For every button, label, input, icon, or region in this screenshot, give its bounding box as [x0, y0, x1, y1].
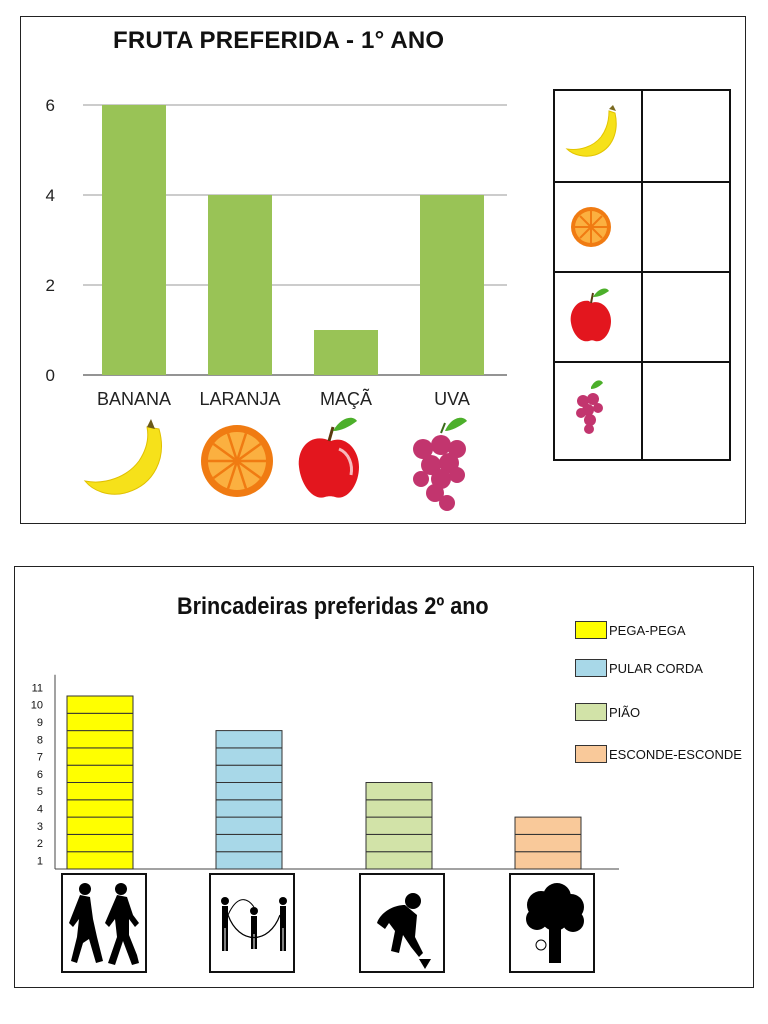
banana-icon	[83, 419, 162, 495]
games-chart-panel: Brincadeiras preferidas 2º ano 1 2 3 4 5 6 7 8 9…	[14, 566, 754, 988]
bar-segment	[66, 782, 134, 801]
y-tick-label: 0	[46, 366, 55, 385]
bar-segment	[365, 782, 433, 801]
games-chart-title: Brincadeiras preferidas 2º ano	[177, 593, 489, 620]
grapes-icon	[576, 380, 603, 434]
bar-uva	[420, 195, 484, 375]
legend-label: PEGA-PEGA	[609, 622, 686, 638]
legend-item: PULAR CORDA	[575, 659, 703, 677]
bar-maçã	[314, 330, 378, 375]
bar-segment	[66, 747, 134, 766]
tally-icon-cell-banana	[555, 91, 643, 183]
y-tick-label: 9	[37, 717, 43, 729]
y-tick-label: 6	[37, 769, 43, 781]
bar-segment	[215, 816, 283, 835]
bar-segment	[66, 730, 134, 749]
tally-count-cell-grapes	[641, 361, 729, 459]
fruit-icons-row	[83, 417, 467, 511]
y-tick-label: 2	[46, 276, 55, 295]
bar-segment	[365, 799, 433, 818]
fruit-chart-title: FRUTA PREFERIDA - 1° ANO	[113, 27, 445, 54]
legend-item: ESCONDE-ESCONDE	[575, 745, 742, 763]
legend-swatch	[575, 659, 607, 677]
y-tick-label: 5	[37, 786, 43, 798]
bar-pular corda	[215, 730, 283, 870]
x-tick-label: LARANJA	[199, 389, 280, 409]
tally-icon-cell-grapes	[555, 361, 643, 459]
bar-segment	[66, 695, 134, 714]
bar-segment	[66, 851, 134, 870]
bar-segment	[66, 764, 134, 783]
y-tick-label: 4	[46, 186, 55, 205]
bar-esconde-esconde	[514, 816, 582, 870]
bar-segment	[215, 833, 283, 853]
fruit-chart-svg: 0 2 4 6 BANANA LARANJA MAÇÃ UVA	[46, 96, 507, 511]
tally-count-cell-orange	[641, 181, 729, 273]
tally-count-cell-banana	[641, 91, 729, 183]
legend-label: PIÃO	[609, 704, 641, 720]
legend-swatch	[575, 621, 607, 639]
bar-segment	[66, 833, 134, 853]
bar-segment	[215, 799, 283, 818]
bar-segment	[66, 712, 134, 732]
grapes-icon	[413, 417, 467, 511]
orange-icon	[201, 425, 273, 497]
spinning-top-player-icon	[377, 893, 431, 969]
bar-segment	[215, 782, 283, 801]
bar-segment	[215, 851, 283, 870]
legend-item: PIÃO	[575, 703, 640, 721]
icon-box-pega-pega	[61, 873, 147, 973]
tree-icon	[526, 883, 584, 963]
apple-icon	[570, 288, 611, 342]
y-tick-label: 10	[31, 700, 43, 712]
x-tick-label: MAÇÃ	[320, 388, 372, 409]
tally-count-cell-apple	[641, 271, 729, 363]
fruit-chart-panel: FRUTA PREFERIDA - 1° ANO 0 2 4 6 BANANA LARAN…	[20, 16, 746, 524]
legend-swatch	[575, 703, 607, 721]
games-chart-svg: 1 2 3 4 5 6 7 8 9 10 11	[31, 674, 619, 870]
bar-banana	[102, 105, 166, 375]
bar-segment	[514, 816, 582, 835]
legend-item: PEGA-PEGA	[575, 621, 686, 639]
bar-laranja	[208, 195, 272, 375]
legend-label: ESCONDE-ESCONDE	[609, 746, 742, 762]
bar-segment	[66, 816, 134, 835]
running-children-icon	[69, 883, 139, 965]
x-tick-label: UVA	[434, 389, 470, 409]
icon-box-pular-corda	[209, 873, 295, 973]
y-tick-label: 8	[37, 734, 43, 746]
y-tick-label: 2	[37, 838, 43, 850]
bar-segment	[215, 764, 283, 783]
x-tick-label: BANANA	[97, 389, 171, 409]
y-tick-label: 1	[37, 855, 43, 867]
y-tick-label: 6	[46, 96, 55, 115]
bar-segment	[514, 833, 582, 853]
banana-icon	[565, 105, 617, 157]
tally-icon-cell-orange	[555, 181, 643, 273]
bar-segment	[365, 816, 433, 835]
orange-icon	[571, 207, 611, 247]
legend-label: PULAR CORDA	[609, 660, 703, 676]
y-tick-label: 4	[37, 803, 43, 815]
tally-icon-cell-apple	[555, 271, 643, 363]
bar-segment	[514, 851, 582, 870]
jump-rope-icon	[221, 897, 287, 951]
bar-pião	[365, 782, 433, 870]
icon-box-esconde-esconde	[509, 873, 595, 973]
bar-segment	[365, 833, 433, 853]
bar-segment	[215, 730, 283, 749]
bar-segment	[215, 747, 283, 766]
bar-segment	[365, 851, 433, 870]
apple-icon	[298, 417, 359, 498]
tally-table	[553, 89, 731, 461]
legend-swatch	[575, 745, 607, 763]
y-tick-label: 3	[37, 821, 43, 833]
bar-pega-pega	[66, 695, 134, 870]
y-tick-label: 7	[37, 752, 43, 764]
y-tick-label: 11	[32, 682, 43, 694]
icon-box-piao	[359, 873, 445, 973]
bar-segment	[66, 799, 134, 818]
